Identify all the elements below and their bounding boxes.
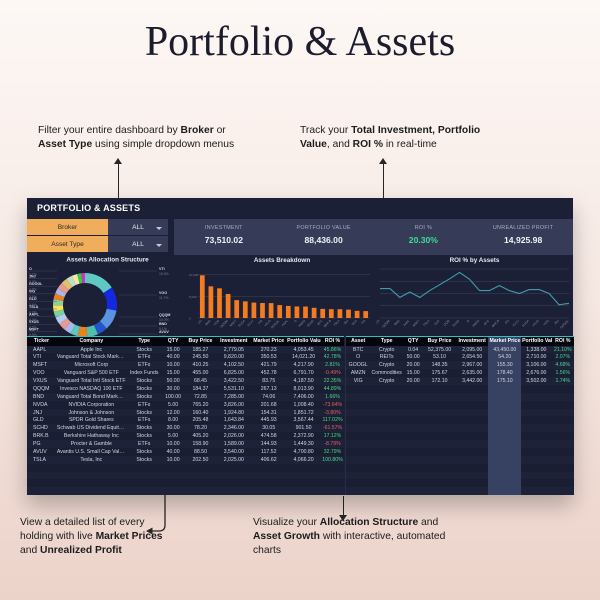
svg-text:VOO: VOO bbox=[159, 291, 167, 295]
svg-text:VXUS: VXUS bbox=[531, 319, 540, 328]
svg-text:QQQM: QQQM bbox=[381, 319, 391, 329]
svg-text:O: O bbox=[466, 318, 471, 323]
svg-text:Assets Allocation Structure: Assets Allocation Structure bbox=[66, 257, 149, 264]
svg-text:AMZN: AMZN bbox=[471, 319, 480, 328]
svg-text:VXUS: VXUS bbox=[29, 320, 39, 324]
svg-text:ROI % by Assets: ROI % by Assets bbox=[450, 257, 500, 264]
svg-text:BND: BND bbox=[204, 318, 212, 326]
svg-text:SCHD: SCHD bbox=[451, 318, 460, 327]
svg-text:VOO: VOO bbox=[542, 318, 550, 326]
svg-text:5,000: 5,000 bbox=[189, 295, 197, 299]
svg-text:NVDA: NVDA bbox=[237, 319, 246, 328]
svg-text:AVUV: AVUV bbox=[512, 319, 520, 327]
svg-text:Assets Breakdown: Assets Breakdown bbox=[254, 257, 310, 264]
svg-text:O: O bbox=[29, 267, 32, 271]
svg-text:AAPL: AAPL bbox=[29, 312, 40, 316]
svg-text:AAPL: AAPL bbox=[281, 319, 289, 327]
svg-text:SCHD: SCHD bbox=[306, 318, 315, 327]
svg-text:BRK.B: BRK.B bbox=[323, 319, 332, 328]
svg-text:11.7%: 11.7% bbox=[159, 296, 168, 300]
svg-text:VIG: VIG bbox=[29, 290, 35, 294]
svg-text:GLD: GLD bbox=[351, 318, 359, 326]
svg-text:AAPL: AAPL bbox=[402, 319, 410, 327]
svg-text:GOOGL: GOOGL bbox=[270, 319, 281, 330]
svg-text:GLD: GLD bbox=[433, 318, 441, 326]
svg-text:VTI: VTI bbox=[197, 319, 203, 325]
svg-text:JNJ: JNJ bbox=[343, 319, 350, 326]
svg-text:PG: PG bbox=[361, 318, 367, 324]
svg-text:0: 0 bbox=[189, 317, 191, 321]
svg-text:BND: BND bbox=[159, 322, 167, 326]
svg-text:TSLA: TSLA bbox=[332, 319, 340, 327]
svg-text:GOOGL: GOOGL bbox=[559, 319, 570, 330]
svg-text:BTC: BTC bbox=[483, 318, 491, 326]
svg-text:TSLA: TSLA bbox=[422, 319, 430, 327]
svg-text:JNJ: JNJ bbox=[29, 274, 36, 278]
svg-text:O: O bbox=[293, 318, 298, 323]
svg-text:BND: BND bbox=[393, 318, 401, 326]
svg-text:TSLA: TSLA bbox=[29, 305, 39, 309]
svg-text:QQQ: QQQ bbox=[443, 318, 451, 326]
svg-text:BRK.B: BRK.B bbox=[491, 319, 500, 328]
svg-text:15.3%: 15.3% bbox=[159, 272, 169, 276]
svg-text:GLD: GLD bbox=[29, 297, 37, 301]
svg-text:QQQM: QQQM bbox=[159, 313, 170, 317]
svg-text:JNJ: JNJ bbox=[553, 319, 560, 326]
svg-text:NVDA: NVDA bbox=[521, 319, 530, 328]
svg-text:VTI: VTI bbox=[159, 267, 165, 271]
svg-text:MSFT: MSFT bbox=[412, 319, 421, 328]
svg-text:MSFT: MSFT bbox=[229, 319, 238, 328]
svg-text:MSFT: MSFT bbox=[29, 328, 40, 332]
svg-text:PG: PG bbox=[504, 318, 510, 324]
svg-text:AVUV: AVUV bbox=[159, 330, 169, 334]
svg-text:QQQM: QQQM bbox=[219, 319, 229, 329]
svg-text:10,000: 10,000 bbox=[189, 273, 199, 277]
svg-text:VTI: VTI bbox=[376, 319, 381, 325]
svg-text:AVUV: AVUV bbox=[246, 319, 254, 327]
svg-text:GOOGL: GOOGL bbox=[29, 282, 43, 286]
svg-text:AMZN: AMZN bbox=[297, 319, 306, 328]
